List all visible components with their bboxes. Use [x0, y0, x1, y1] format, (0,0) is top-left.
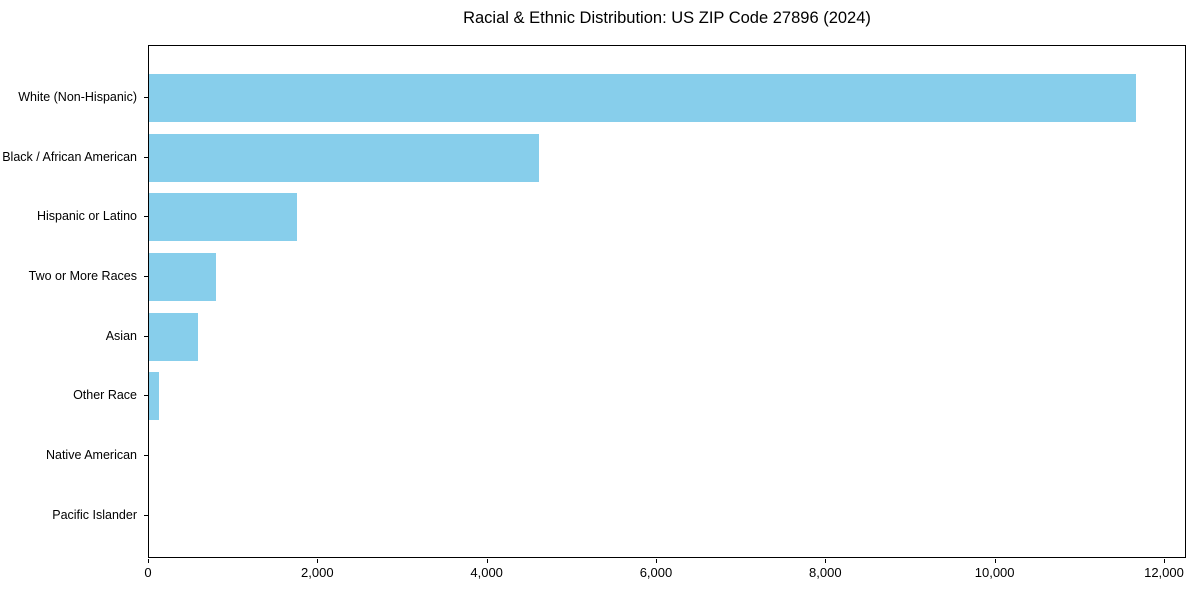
bar-row: [149, 492, 1185, 540]
bar-row: [149, 193, 1185, 242]
y-tick-mark: [144, 514, 148, 516]
bar-row: [149, 133, 1185, 182]
y-axis-label: Asian: [105, 328, 137, 343]
bar-two-or-more-races: [149, 252, 216, 301]
x-tick-mark: [486, 559, 488, 563]
x-tick-label: 4,000: [470, 565, 503, 580]
x-tick-label: 10,000: [974, 565, 1015, 580]
y-axis-label: Black / African American: [2, 149, 137, 164]
x-tick-mark: [825, 559, 827, 563]
x-tick-label: 12,000: [1144, 565, 1184, 580]
x-tick-label: 8,000: [809, 565, 842, 580]
y-axis-label: Pacific Islander: [52, 507, 137, 522]
x-tick-label: 2,000: [301, 565, 334, 580]
y-axis-label: Native American: [45, 447, 137, 462]
y-tick-mark: [144, 156, 148, 158]
x-tick-mark: [1163, 559, 1165, 563]
x-tick-label: 6,000: [639, 565, 673, 580]
bar-hispanic-or-latino: [149, 193, 297, 242]
bar-black-african-american: [149, 133, 540, 182]
y-tick-mark: [144, 216, 148, 218]
y-axis-label: White (Non-Hispanic): [18, 90, 137, 104]
y-axis-label: Hispanic or Latino: [36, 209, 137, 224]
y-tick-mark: [144, 97, 148, 98]
x-tick-mark: [148, 559, 149, 563]
x-tick-mark: [655, 559, 657, 563]
y-axis-label: Two or More Races: [28, 268, 137, 283]
bar-row: [149, 432, 1185, 480]
plot-area: [148, 45, 1186, 558]
chart-title: Racial & Ethnic Distribution: US ZIP Cod…: [463, 9, 871, 27]
y-tick-mark: [144, 395, 148, 397]
bar-row: [149, 312, 1185, 361]
bar-row: [149, 252, 1185, 301]
y-tick-mark: [144, 335, 148, 337]
x-tick-mark: [317, 559, 319, 563]
bar-other-race: [149, 372, 159, 421]
y-tick-mark: [144, 454, 148, 456]
bar-row: [149, 74, 1185, 122]
x-tick-label: 0: [144, 565, 152, 580]
y-axis-label: Other Race: [73, 388, 137, 403]
bar-white-non-hispanic: [149, 74, 1136, 122]
y-tick-mark: [144, 275, 148, 277]
bar-asian: [149, 312, 198, 361]
x-tick-mark: [994, 559, 996, 563]
bar-row: [149, 372, 1185, 421]
